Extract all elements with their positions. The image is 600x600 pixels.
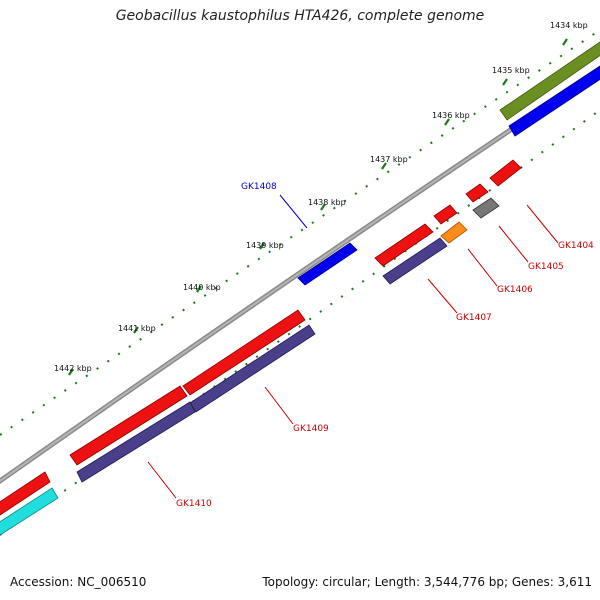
scale-tick-1435: [502, 78, 508, 86]
gene-block-red-small-b[interactable]: [433, 204, 458, 225]
gene-block-gk1410[interactable]: [76, 401, 196, 483]
gene-label-gk1405[interactable]: GK1405: [528, 262, 564, 272]
scale-tick-label-1439: 1439 kbp: [246, 241, 284, 250]
scale-tick-1439: [259, 242, 265, 250]
feature-blocks: [0, 41, 600, 536]
gene-block-gk1408[interactable]: [297, 242, 358, 286]
gene-block-red-long-a[interactable]: [182, 309, 306, 396]
gene-label-gk1407[interactable]: GK1407: [456, 313, 492, 323]
gene-block-gk1405[interactable]: [472, 197, 500, 219]
gene-label-gk1406[interactable]: GK1406: [497, 285, 533, 295]
scale-tick-label-1435: 1435 kbp: [492, 66, 530, 75]
gene-block-red-small-a[interactable]: [465, 183, 489, 203]
gene-block-cyan[interactable]: [0, 487, 59, 536]
accession-text: Accession: NC_006510: [10, 575, 147, 589]
gene-label-gk1410[interactable]: GK1410: [176, 499, 212, 509]
scale-tick-1437: [381, 162, 387, 170]
outer-scale-dots: [0, 29, 600, 436]
scale-tick-1442: [68, 368, 74, 376]
genome-summary-text: Topology: circular; Length: 3,544,776 bp…: [262, 575, 592, 589]
scale-tick-label-1442: 1442 kbp: [54, 364, 92, 373]
gene-label-gk1404[interactable]: GK1404: [558, 241, 594, 251]
scale-tick-label-1440: 1440 kbp: [183, 283, 221, 292]
gene-block-red-mid[interactable]: [374, 223, 434, 267]
map-title: Geobacillus kaustophilus HTA426, complet…: [115, 8, 485, 24]
gene-block-olive[interactable]: [499, 41, 600, 121]
gene-block-red-bottom-left[interactable]: [0, 471, 51, 516]
scale-tick-label-1436: 1436 kbp: [432, 111, 470, 120]
scale-ticks: 1434 kbp 1435 kbp 1436 kbp 1437 kbp 1438 kbp…: [54, 21, 588, 376]
gene-block-red-long-b[interactable]: [69, 385, 188, 466]
gene-block-gk1404[interactable]: [489, 159, 522, 187]
scale-tick-1438: [320, 203, 326, 211]
scale-tick-1440: [196, 285, 202, 293]
gene-label-gk1408[interactable]: GK1408: [241, 182, 277, 192]
gene-block-gk1407[interactable]: [382, 237, 448, 285]
scale-tick-label-1441: 1441 kbp: [118, 324, 156, 333]
gene-block-gk1406[interactable]: [440, 221, 468, 244]
scale-tick-label-1438: 1438 kbp: [308, 198, 346, 207]
scale-tick-label-1437: 1437 kbp: [370, 155, 408, 164]
gene-block-blue-top[interactable]: [508, 65, 600, 137]
scale-tick-1441: [133, 326, 139, 334]
scale-tick-label-1434: 1434 kbp: [550, 21, 588, 30]
scale-tick-1434: [562, 38, 568, 46]
gene-labels: GK1404 GK1405 GK1406 GK1407 GK1408 GK140…: [176, 182, 594, 509]
leader-lines: [147, 194, 559, 499]
scale-tick-1436: [444, 118, 450, 126]
gene-block-gk1409[interactable]: [189, 324, 316, 413]
gene-label-gk1409[interactable]: GK1409: [293, 424, 329, 434]
